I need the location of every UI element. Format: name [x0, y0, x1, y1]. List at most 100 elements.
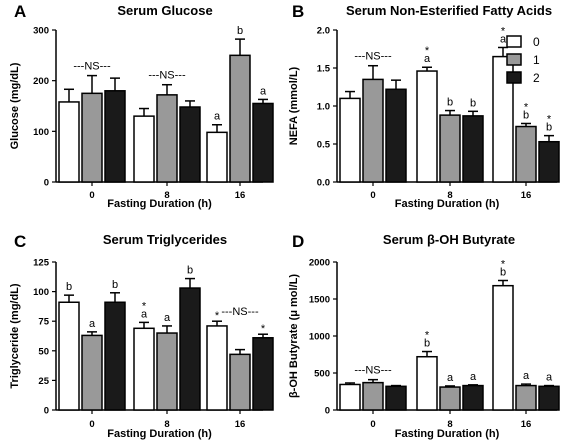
y-tick-label: 25 [38, 376, 49, 387]
x-tick-label: 16 [521, 419, 532, 430]
y-tick-label: 1.5 [317, 64, 331, 75]
chart-title: Serum Triglycerides [103, 232, 227, 247]
ns-annotation: ---NS--- [354, 51, 392, 63]
letter-annotation: b [112, 279, 118, 291]
y-tick-label: 75 [38, 317, 49, 328]
significance-star: * [501, 259, 506, 271]
letter-annotation: b [470, 97, 476, 109]
x-tick-label: 16 [521, 190, 532, 201]
chart-title: Serum β-OH Butyrate [383, 232, 515, 247]
letter-annotation: b [546, 122, 552, 134]
y-tick-label: 0 [325, 406, 330, 417]
x-tick-label: 8 [164, 190, 169, 201]
ns-annotation: ---NS--- [221, 306, 259, 318]
significance-star: * [425, 330, 430, 342]
x-tick-label: 0 [89, 190, 94, 201]
bar-1 [156, 332, 178, 411]
x-tick-label: 8 [164, 419, 169, 430]
x-tick-label: 16 [235, 419, 246, 430]
x-axis-label: Fasting Duration (h) [395, 198, 500, 210]
y-tick-label: 1.0 [317, 102, 330, 113]
bar-1 [229, 353, 251, 411]
y-tick-label: 125 [33, 258, 50, 269]
bar-2 [104, 90, 126, 183]
bar-1 [515, 384, 537, 411]
x-tick-label: 0 [89, 419, 94, 430]
y-tick-label: 1500 [309, 295, 330, 306]
bar-2 [179, 106, 201, 183]
y-tick-label: 1000 [309, 332, 330, 343]
y-tick-label: 300 [33, 26, 49, 37]
significance-star: * [547, 114, 552, 126]
bar-1 [81, 334, 103, 411]
panel-label: A [14, 2, 26, 21]
letter-annotation: b [447, 97, 453, 109]
bar-2 [462, 384, 484, 411]
bar-0 [339, 383, 361, 411]
y-axis-label: NEFA (mmol/L) [288, 66, 300, 145]
y-tick-label: 2000 [309, 258, 330, 269]
y-axis-label: Glucose (mg/dL) [9, 62, 21, 149]
legend: 0 1 2 [506, 35, 540, 85]
letter-annotation: a [89, 318, 96, 330]
bar-1 [362, 381, 384, 411]
bar-0 [133, 327, 155, 411]
letter-annotation: a [500, 33, 507, 45]
significance-star: * [425, 45, 430, 57]
legend-swatch-1 [506, 53, 522, 66]
bar-1 [362, 78, 384, 183]
bar-0 [58, 301, 80, 411]
bar-0 [206, 325, 228, 411]
x-tick-label: 0 [370, 419, 375, 430]
y-tick-label: 2.0 [317, 26, 330, 37]
bar-2 [385, 88, 407, 183]
bar-1 [515, 125, 537, 183]
legend-swatch-0 [506, 35, 522, 48]
bar-0 [339, 97, 361, 183]
bar-1 [439, 386, 461, 411]
panel-c: C Serum Triglycerides 0 25 50 75 100 125 Triglyc… [9, 232, 274, 440]
legend-label: 1 [533, 53, 540, 67]
panel-b: B Serum Non-Esterified Fatty Acids 0.0 0.5 1… [288, 2, 560, 210]
bar-2 [385, 385, 407, 411]
bar-2 [252, 337, 274, 411]
bar-1 [81, 92, 103, 183]
ns-annotation: ---NS--- [354, 365, 392, 377]
bar-1 [156, 94, 178, 183]
bar-0 [492, 284, 514, 411]
x-tick-label: 8 [447, 419, 452, 430]
letter-annotation: b [66, 281, 72, 293]
y-tick-label: 50 [38, 346, 49, 357]
x-tick-label: 0 [370, 190, 375, 201]
letter-annotation: b [237, 25, 243, 37]
bar-1 [229, 54, 251, 183]
letter-annotation: a [447, 372, 454, 384]
letter-annotation: b [523, 109, 529, 121]
chart-title: Serum Glucose [117, 3, 212, 18]
y-tick-label: 0 [44, 178, 49, 189]
legend-label: 0 [533, 35, 540, 49]
legend-label: 2 [533, 71, 540, 85]
letter-annotation: a [523, 370, 530, 382]
significance-star: * [524, 101, 529, 113]
bar-2 [538, 385, 560, 411]
panel-d: D Serum β-OH Butyrate 0 500 1000 1500 2000 β-OH… [288, 232, 560, 440]
bar-1 [439, 114, 461, 183]
letter-annotation: a [470, 371, 477, 383]
bar-0 [133, 115, 155, 183]
significance-star: * [501, 25, 506, 37]
bar-0 [206, 131, 228, 183]
bar-2 [179, 287, 201, 411]
y-tick-label: 100 [33, 287, 49, 298]
x-axis-label: Fasting Duration (h) [107, 198, 212, 210]
letter-annotation: a [164, 312, 171, 324]
bar-2 [104, 301, 126, 411]
bar-2 [538, 140, 560, 183]
bar-0 [58, 101, 80, 183]
panel-a: A Serum Glucose 0 100 200 300 Glucose (mg/dL) F… [9, 2, 274, 210]
bar-0 [416, 70, 438, 183]
panel-label: B [292, 2, 304, 21]
significance-star: * [215, 310, 220, 322]
y-tick-label: 200 [33, 76, 49, 87]
